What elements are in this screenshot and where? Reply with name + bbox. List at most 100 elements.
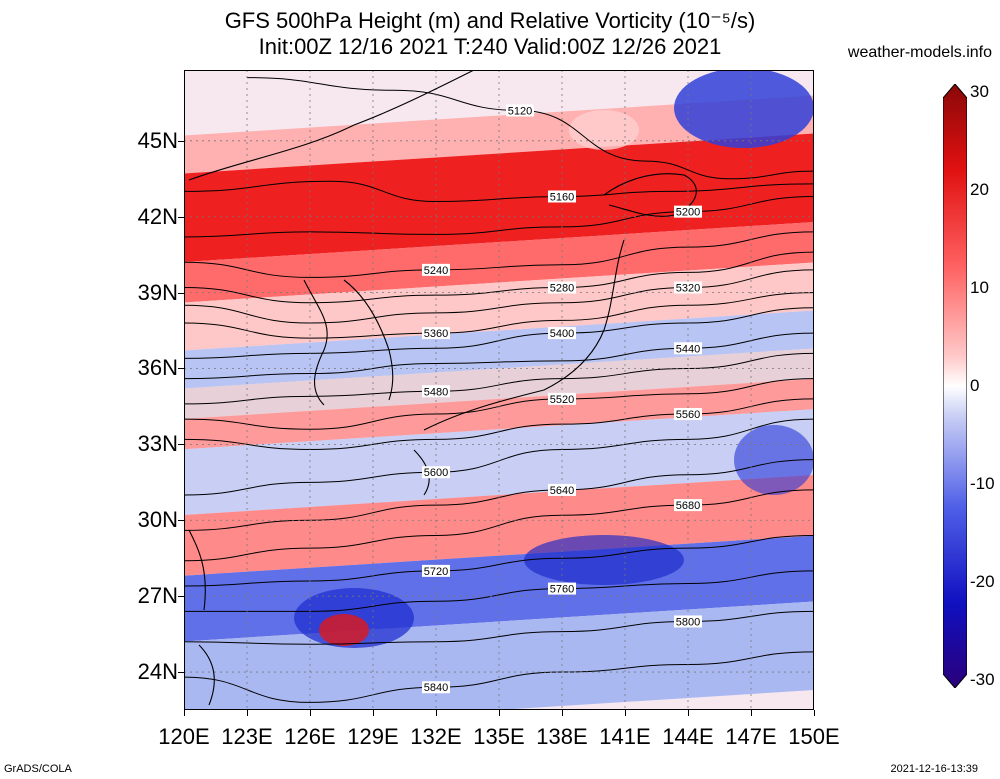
colorbar-label: 20: [970, 180, 989, 199]
height-contour-5160: [184, 180, 814, 203]
latitude-tick: [178, 672, 184, 674]
latitude-tick: [178, 292, 184, 294]
longitude-label: 135E: [473, 724, 525, 749]
contour-label-bg: [422, 327, 450, 340]
footer-timestamp: 2021-12-16-13:39: [890, 763, 978, 775]
latitude-label: 36N: [137, 355, 178, 381]
longitude-tick: [562, 710, 563, 716]
contour-label-bg: [506, 104, 534, 117]
coast-japan-honshu: [423, 239, 625, 431]
contour-label-bg: [674, 615, 702, 628]
latitude-tick: [178, 368, 184, 370]
vorticity-low-central: [524, 535, 684, 585]
contour-label-bg: [422, 564, 450, 577]
contour-label: 5320: [676, 283, 700, 295]
longitude-label: 138E: [536, 724, 588, 749]
contour-label-bg: [422, 385, 450, 398]
contour-label: 5160: [550, 191, 574, 203]
contour-label-bg: [422, 681, 450, 694]
colorbar-label: 30: [970, 82, 989, 101]
latitude-label: 27N: [137, 583, 178, 609]
longitude-tick: [436, 710, 437, 716]
vorticity-high-south: [319, 614, 369, 646]
height-contour-5240: [184, 231, 814, 278]
longitude-label: 147E: [725, 724, 777, 749]
latitude-label: 30N: [137, 507, 178, 533]
contour-label: 5560: [676, 409, 700, 421]
colorbar: [943, 84, 967, 688]
vorticity-band-7: [184, 409, 814, 515]
map-title: GFS 500hPa Height (m) and Relative Vorti…: [224, 8, 756, 33]
latitude-label: 39N: [137, 279, 178, 305]
contour-label-bg: [548, 582, 576, 595]
vorticity-band-4: [184, 310, 814, 389]
colorbar-label: -10: [970, 474, 995, 493]
height-contour-5680: [184, 489, 814, 562]
height-contour-5320: [184, 269, 814, 324]
contour-label: 5800: [676, 616, 700, 628]
vorticity-band-0: [184, 95, 814, 174]
height-contour-5480: [184, 352, 814, 405]
colorbar-label: 0: [970, 376, 980, 395]
coast-manchuria: [188, 70, 475, 181]
latitude-label: 33N: [137, 431, 178, 457]
map-subtitle: Init:00Z 12/16 2021 T:240 Valid:00Z 12/2…: [258, 34, 722, 59]
contour-label: 5440: [676, 343, 700, 355]
latitude-tick: [178, 520, 184, 522]
height-contour-5120: [246, 77, 814, 180]
longitude-tick: [310, 710, 311, 716]
contour-label-bg: [548, 281, 576, 294]
contour-label-bg: [674, 408, 702, 421]
vorticity-pocket: [569, 110, 639, 150]
footer-software: GrADS/COLA: [4, 763, 72, 775]
longitude-tick: [814, 710, 815, 716]
vorticity-low-east: [734, 425, 814, 495]
height-contour-5720: [184, 534, 814, 587]
colorbar-scale: [943, 84, 967, 688]
latitude-label: 24N: [137, 659, 178, 685]
colorbar-label: -30: [970, 670, 995, 689]
coast-china: [188, 529, 206, 611]
longitude-label: 150E: [788, 724, 840, 749]
contour-labels: 5120 5160 5200 5240 5280 5320 5360 5400 5440 5480…: [422, 104, 702, 694]
longitude-tick: [184, 710, 185, 716]
contour-label: 5400: [550, 328, 574, 340]
coast-hokkaido: [603, 173, 697, 217]
contour-label-bg: [548, 190, 576, 203]
contour-label: 5840: [424, 682, 448, 694]
contour-label-bg: [674, 342, 702, 355]
height-contour-5760: [184, 570, 814, 612]
longitude-tick: [373, 710, 374, 716]
longitude-label: 126E: [284, 724, 336, 749]
coast-taiwan: [198, 644, 215, 706]
longitude-label: 144E: [662, 724, 714, 749]
contour-label-bg: [674, 205, 702, 218]
vorticity-band-3: [184, 262, 814, 351]
height-contours: [184, 77, 814, 703]
latitude-tick: [178, 444, 184, 446]
contour-label-bg: [674, 499, 702, 512]
contour-label-bg: [674, 281, 702, 294]
contour-label: 5520: [550, 394, 574, 406]
contour-label: 5480: [424, 386, 448, 398]
contour-label-bg: [548, 483, 576, 496]
contour-label: 5280: [550, 283, 574, 295]
vorticity-band-6: [184, 378, 814, 450]
longitude-label: 123E: [221, 724, 273, 749]
contour-label: 5600: [424, 467, 448, 479]
longitude-label: 141E: [599, 724, 651, 749]
longitude-tick: [751, 710, 752, 716]
contour-label: 5720: [424, 566, 448, 578]
height-contour-5280: [184, 251, 814, 304]
latitude-tick: [178, 140, 184, 142]
site-credit: weather-models.info: [847, 44, 992, 61]
latitude-tick: [178, 596, 184, 598]
contour-label-bg: [548, 392, 576, 405]
contour-label-bg: [548, 327, 576, 340]
coastlines: [188, 70, 697, 706]
longitude-tick: [625, 710, 626, 716]
height-contour-5600: [184, 418, 814, 496]
longitude-tick: [688, 710, 689, 716]
vorticity-band-10: [184, 601, 814, 710]
contour-label: 5760: [550, 584, 574, 596]
